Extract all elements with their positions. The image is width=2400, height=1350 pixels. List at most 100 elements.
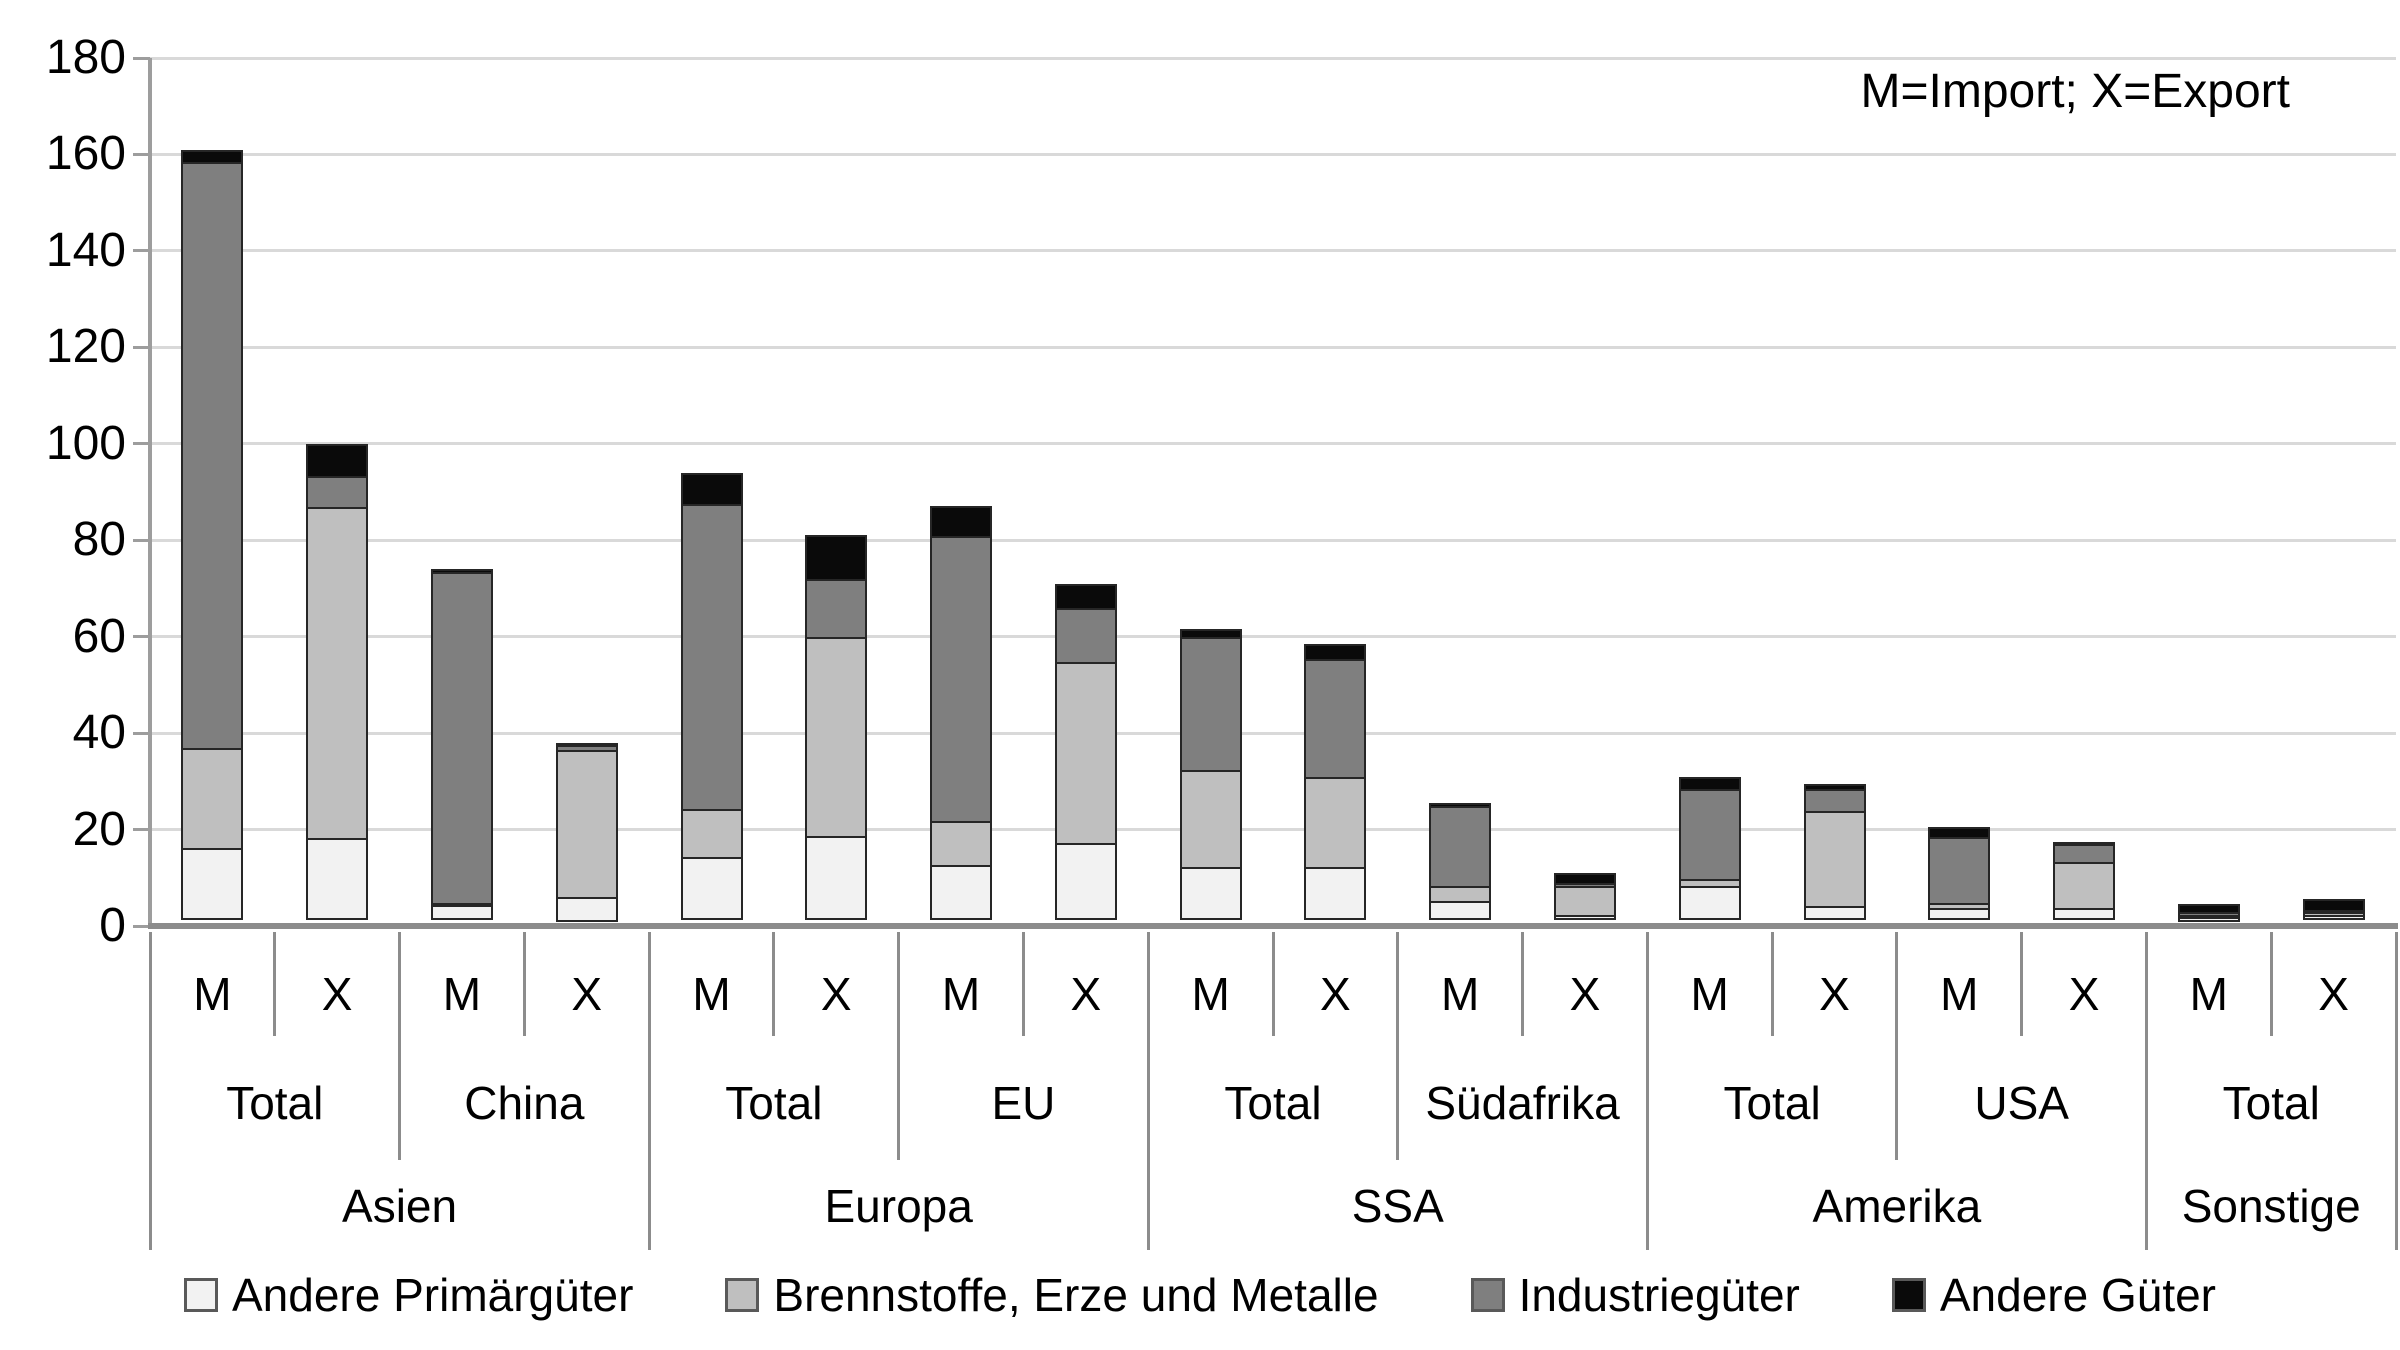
- bar-segment-Industriegüter: [680, 504, 743, 811]
- bar-Sonstige-Total-X: [2302, 899, 2365, 926]
- y-tick-label-0: 0: [99, 899, 126, 952]
- legend-label: Andere Güter: [1939, 1269, 2217, 1321]
- bar-segment-Andere Güter: [1054, 583, 1117, 611]
- subgroup-label-China: China: [464, 1077, 585, 1129]
- group-divider: [1146, 932, 1150, 1250]
- subgroup-divider: [398, 932, 402, 1160]
- chart-note: M=Import; X=Export: [1860, 65, 2291, 118]
- bar-axis-label-X: X: [1569, 968, 1601, 1020]
- legend-swatch-icon: [725, 1278, 760, 1312]
- y-tick-label-80: 80: [72, 513, 126, 567]
- x-axis-line: [148, 923, 2398, 929]
- bar-segment-Brennstoffe, Erze und Metalle: [1304, 777, 1367, 869]
- pair-divider: [1770, 932, 1774, 1036]
- gridline-140: [150, 249, 2396, 253]
- subgroup-label-USA: USA: [1974, 1077, 2069, 1129]
- bar-segment-Industriegüter: [1928, 837, 1991, 905]
- bar-segment-Industriegüter: [1429, 805, 1492, 888]
- bar-segment-Andere Primärgüter: [2053, 907, 2116, 920]
- bar-axis-label-X: X: [1819, 968, 1850, 1020]
- pair-divider: [2269, 932, 2273, 1036]
- legend: Andere Primärgüter Brennstoffe, Erze und …: [0, 1268, 2400, 1322]
- bar-segment-Andere Primärgüter: [1179, 866, 1242, 920]
- bar-axis-label-X: X: [2068, 968, 2100, 1020]
- bar-axis-label-X: X: [1320, 968, 1351, 1020]
- legend-item-Brennstoffe, Erze und Metalle: Brennstoffe, Erze und Metalle: [725, 1268, 1379, 1322]
- bar-segment-Brennstoffe, Erze und Metalle: [930, 820, 993, 867]
- bar-segment-Andere Primärgüter: [2177, 916, 2240, 922]
- legend-swatch-icon: [1891, 1278, 1926, 1312]
- legend-swatch-icon: [183, 1278, 218, 1312]
- bar-Sonstige-Total-M: [2177, 904, 2240, 926]
- group-divider: [148, 932, 152, 1250]
- y-axis-tick-120: [133, 345, 150, 349]
- gridline-100: [150, 442, 2396, 446]
- bar-segment-Industriegüter: [1678, 788, 1741, 881]
- bar-segment-Andere Primärgüter: [1678, 886, 1741, 920]
- bar-segment-Industriegüter: [181, 162, 244, 751]
- pair-divider: [772, 932, 776, 1036]
- bar-Europa-EU-X: [1054, 583, 1117, 926]
- bar-segment-Industriegüter: [1054, 608, 1117, 664]
- group-divider: [1645, 932, 1649, 1250]
- legend-item-Andere Primärgüter: Andere Primärgüter: [183, 1268, 633, 1322]
- group-divider: [2394, 932, 2398, 1250]
- subgroup-divider: [1895, 932, 1899, 1160]
- pair-divider: [522, 932, 526, 1036]
- bar-SSA-Südafrika-X: [1553, 872, 1616, 926]
- group-divider: [647, 932, 651, 1250]
- bar-segment-Andere Güter: [805, 535, 868, 582]
- group-divider: [2144, 932, 2148, 1250]
- bar-segment-Brennstoffe, Erze und Metalle: [1054, 661, 1117, 845]
- bar-Europa-EU-M: [930, 506, 993, 926]
- legend-swatch-icon: [1470, 1278, 1505, 1312]
- bar-axis-label-X: X: [820, 968, 852, 1020]
- group-label-Europa: Europa: [824, 1180, 973, 1232]
- legend-item-Andere Güter: Andere Güter: [1891, 1268, 2217, 1322]
- bar-segment-Andere Primärgüter: [1429, 900, 1492, 920]
- y-axis-tick-160: [133, 152, 150, 156]
- bar-segment-Industriegüter: [1304, 658, 1367, 780]
- bar-segment-Andere Güter: [306, 443, 369, 478]
- bar-SSA-Total-X: [1304, 643, 1367, 926]
- subgroup-label-Total: Total: [1224, 1077, 1322, 1129]
- bar-segment-Industriegüter: [1803, 788, 1866, 814]
- pair-divider: [273, 932, 277, 1036]
- y-axis-tick-60: [133, 635, 150, 639]
- bar-SSA-Total-M: [1179, 629, 1242, 926]
- bar-Amerika-USA-M: [1928, 827, 1991, 926]
- bar-Amerika-Total-X: [1803, 783, 1866, 926]
- bar-axis-label-M: M: [2189, 968, 2228, 1020]
- bar-segment-Andere Primärgüter: [555, 897, 618, 922]
- bar-segment-Industriegüter: [805, 579, 868, 640]
- pair-divider: [1021, 932, 1025, 1036]
- bar-segment-Brennstoffe, Erze und Metalle: [1803, 811, 1866, 908]
- group-label-Sonstige: Sonstige: [2181, 1180, 2361, 1232]
- bar-segment-Andere Primärgüter: [181, 847, 244, 920]
- subgroup-label-Total: Total: [1723, 1077, 1821, 1129]
- bar-segment-Brennstoffe, Erze und Metalle: [1553, 885, 1616, 918]
- bar-axis-label-X: X: [1070, 968, 1102, 1020]
- bar-segment-Andere Primärgüter: [1304, 866, 1367, 920]
- group-label-SSA: SSA: [1351, 1180, 1444, 1232]
- y-axis-tick-140: [133, 249, 150, 253]
- bar-axis-label-M: M: [1440, 968, 1480, 1020]
- y-tick-label-180: 180: [45, 31, 126, 84]
- bar-segment-Industriegüter: [930, 535, 993, 823]
- legend-item-Industriegüter: Industriegüter: [1470, 1268, 1800, 1322]
- bar-segment-Andere Primärgüter: [1553, 915, 1616, 920]
- y-axis-tick-100: [133, 442, 150, 446]
- bar-segment-Andere Primärgüter: [680, 857, 743, 920]
- bar-segment-Industriegüter: [430, 571, 493, 905]
- legend-label: Industriegüter: [1518, 1269, 1800, 1321]
- bar-Amerika-USA-X: [2053, 841, 2116, 926]
- bar-Asien-Total-X: [306, 443, 369, 926]
- subgroup-divider: [897, 932, 901, 1160]
- y-axis-tick-20: [133, 828, 150, 832]
- pair-divider: [1521, 932, 1525, 1036]
- group-label-Amerika: Amerika: [1812, 1180, 1982, 1232]
- bar-segment-Andere Primärgüter: [2302, 915, 2365, 920]
- gridline-20: [150, 828, 2396, 832]
- bar-axis-label-X: X: [571, 968, 603, 1020]
